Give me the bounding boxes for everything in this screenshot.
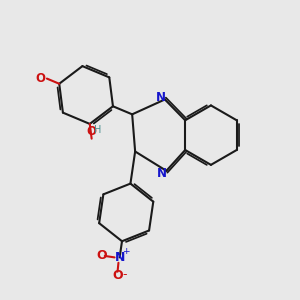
Text: O: O [86,125,96,138]
Text: N: N [157,167,167,180]
Text: N: N [155,91,165,103]
Text: +: + [122,247,130,256]
Text: H: H [94,125,102,135]
Text: N: N [114,251,125,264]
Text: O: O [112,269,123,282]
Text: O: O [96,249,106,262]
Text: O: O [35,72,45,85]
Text: -: - [122,268,127,281]
